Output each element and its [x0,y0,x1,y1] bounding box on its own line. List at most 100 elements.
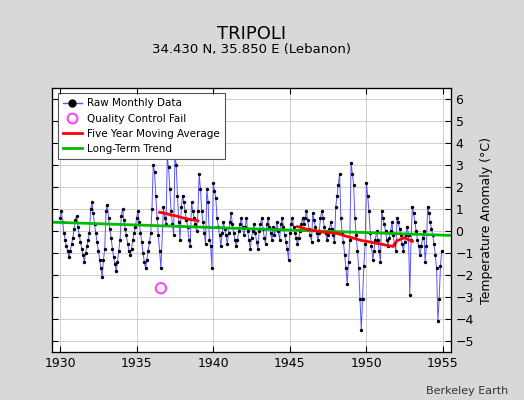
Point [270,232,279,238]
Point [190,214,198,221]
Point [89,210,97,217]
Point [438,248,446,254]
Point [113,259,122,265]
Point [315,230,323,236]
Point [385,234,394,241]
Point [90,221,99,228]
Point [362,179,370,186]
Point [298,214,307,221]
Point [357,327,365,333]
Point [85,230,94,236]
Point [111,261,119,267]
Point [293,241,302,247]
Point [208,265,216,272]
Point [124,241,132,247]
Point [106,226,114,232]
Point [282,239,290,245]
Point [118,206,127,212]
Point [413,237,422,243]
Point [352,232,361,238]
Point [224,230,233,236]
Point [74,223,82,230]
Point [411,219,419,225]
Point [334,182,343,188]
Point [101,245,109,252]
Point [134,208,142,214]
Point [418,234,427,241]
Point [412,228,420,234]
Point [264,214,272,221]
Point [185,237,193,243]
Point [121,226,129,232]
Point [311,223,320,230]
Point [405,232,413,238]
Point [83,243,91,250]
Point [95,256,104,263]
Point [348,170,356,177]
Point [219,219,227,225]
Point [92,230,100,236]
Point [206,243,215,250]
Point [177,204,185,210]
Point [328,226,336,232]
Point [244,228,252,234]
Point [286,230,294,236]
Point [333,193,341,199]
Point [261,241,270,247]
Point [279,223,288,230]
Point [242,214,250,221]
Point [310,217,318,223]
Point [135,219,144,225]
Point [422,243,431,250]
Point [168,221,177,228]
Text: 34.430 N, 35.850 E (Lebanon): 34.430 N, 35.850 E (Lebanon) [152,44,351,56]
Point [377,208,386,214]
Point [263,221,271,228]
Point [256,221,265,228]
Point [191,221,200,228]
Point [174,219,183,225]
Point [210,188,219,195]
Point [214,223,223,230]
Point [430,241,438,247]
Point [366,230,375,236]
Point [356,296,364,302]
Point [271,226,280,232]
Point [196,186,205,192]
Point [326,219,335,225]
Point [361,241,369,247]
Point [154,232,162,238]
Text: TRIPOLI: TRIPOLI [217,25,286,43]
Point [312,230,321,236]
Point [248,228,257,234]
Point [138,239,146,245]
Point [81,250,90,256]
Point [280,232,289,238]
Point [204,199,212,206]
Point [198,208,206,214]
Point [297,221,305,228]
Point [351,214,359,221]
Point [398,241,406,247]
Point [166,186,174,192]
Point [147,230,155,236]
Point [128,237,137,243]
Point [115,248,123,254]
Point [63,248,72,254]
Point [236,221,244,228]
Point [302,208,311,214]
Point [359,263,368,270]
Point [200,230,209,236]
Point [148,206,156,212]
Point [156,248,164,254]
Point [278,214,286,221]
Point [289,223,298,230]
Point [165,164,173,170]
Point [343,281,352,287]
Point [213,214,221,221]
Point [143,256,151,263]
Point [383,237,391,243]
Point [70,226,78,232]
Point [342,265,350,272]
Y-axis label: Temperature Anomaly (°C): Temperature Anomaly (°C) [479,136,493,304]
